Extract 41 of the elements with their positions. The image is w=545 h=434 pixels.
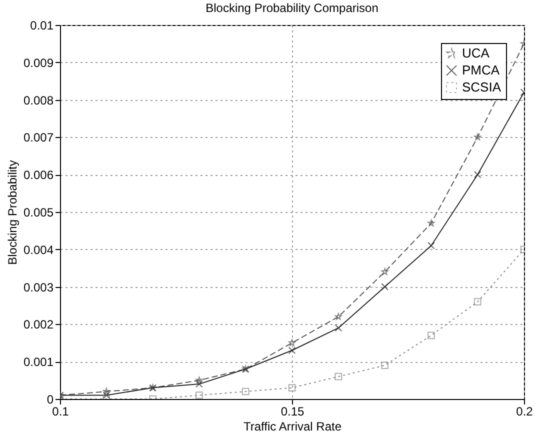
y-tick-label: 0.004: [23, 242, 54, 257]
y-tick-label: 0.005: [23, 206, 54, 220]
chart-title: Blocking Probability Comparison: [206, 1, 378, 15]
point: [288, 384, 296, 392]
point: [428, 332, 435, 340]
y-tick-label: 0.003: [23, 280, 54, 294]
x-tick-label: 0.15: [280, 404, 304, 418]
x-axis-title: Traffic Arrival Rate: [243, 420, 342, 434]
point: [474, 170, 482, 178]
y-tick-label: 0.01: [30, 18, 54, 32]
y-axis-title: Blocking Probability: [5, 160, 20, 265]
point: [102, 392, 110, 399]
point: [474, 134, 482, 140]
point: [288, 339, 296, 346]
point: [102, 388, 110, 395]
y-tick-label: 0: [46, 392, 54, 406]
y-tick-label: 0.008: [23, 93, 54, 108]
point: [381, 268, 388, 275]
point: [288, 346, 296, 354]
point: [334, 372, 342, 380]
point: [474, 298, 482, 306]
point: [242, 388, 250, 396]
legend-label: UCA: [462, 46, 490, 60]
y-tick-label: 0.002: [23, 318, 54, 332]
point: [334, 324, 342, 332]
point: [428, 220, 435, 226]
legend-label: PMCA: [462, 62, 500, 78]
y-tick-label: 0.001: [23, 355, 54, 370]
point: [428, 242, 435, 250]
y-tick-label: 0.007: [23, 130, 54, 145]
point: [334, 313, 342, 320]
point: [196, 392, 203, 399]
y-tick-label: 0.006: [23, 168, 54, 182]
legend-label: SCSIA: [462, 80, 502, 94]
point: [381, 283, 388, 290]
point: [196, 380, 203, 388]
point: [381, 362, 388, 370]
point: [196, 376, 203, 384]
y-tick-label: 0.009: [23, 56, 54, 70]
x-tick-label: 0.1: [52, 404, 70, 418]
x-tick-label: 0.2: [516, 404, 534, 418]
